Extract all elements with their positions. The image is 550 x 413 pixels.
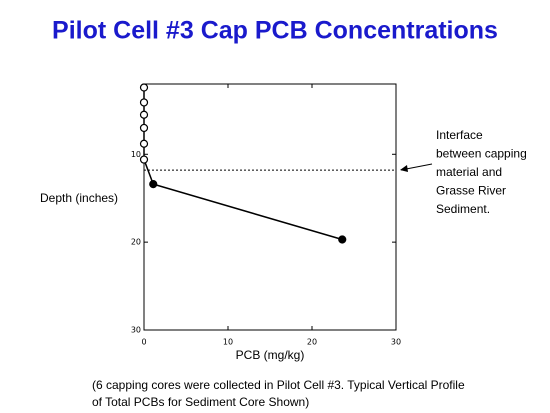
annotation: Interface — [436, 128, 483, 142]
y-tick-label: 10 — [131, 150, 141, 159]
data-point — [139, 123, 149, 133]
annotation: Sediment. — [436, 202, 490, 216]
data-point — [139, 98, 149, 107]
data-point — [139, 110, 149, 119]
x-tick-label: 20 — [307, 338, 317, 347]
annotation: material and — [436, 165, 502, 179]
footnote: of Total PCBs for Sediment Core Shown) — [92, 395, 309, 409]
data-point — [149, 180, 158, 189]
data-point — [139, 139, 149, 148]
x-axis-label: PCB (mg/kg) — [236, 348, 305, 362]
x-tick-label: 0 — [141, 338, 146, 347]
y-axis-label: Depth (inches) — [40, 191, 118, 205]
data-point — [338, 235, 347, 244]
chart-title: Pilot Cell #3 Cap PCB Concentrations — [52, 17, 498, 45]
x-tick-label: 30 — [391, 338, 401, 347]
y-tick-label: 30 — [131, 326, 141, 335]
footnote: (6 capping cores were collected in Pilot… — [92, 378, 465, 392]
plot-frame — [143, 83, 397, 331]
data-point — [139, 83, 149, 92]
data-point — [139, 155, 149, 164]
x-tick-label: 10 — [223, 338, 233, 347]
annotation: Grasse River — [436, 184, 506, 198]
data-line — [143, 87, 343, 241]
annotation: between capping — [436, 147, 527, 161]
y-tick-label: 20 — [131, 238, 141, 247]
arrow-head — [400, 165, 408, 172]
